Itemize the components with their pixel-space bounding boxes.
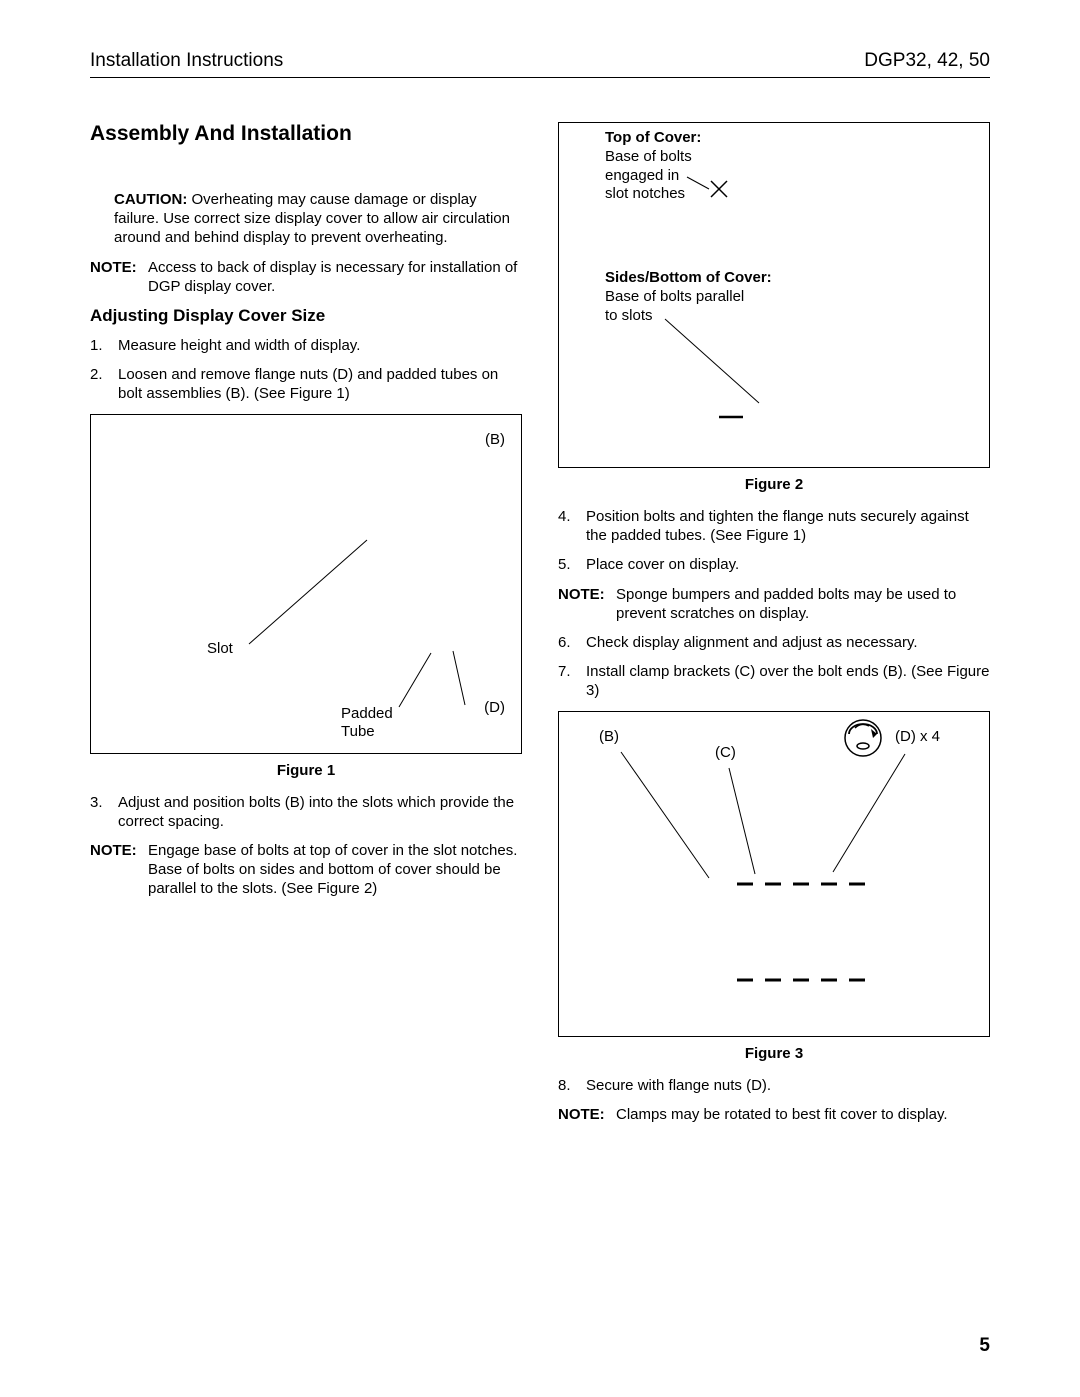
figure-3-caption: Figure 3 [558,1045,990,1062]
left-column: Assembly And Installation CAUTION: Overh… [90,122,522,1134]
note-label: NOTE: [558,1105,616,1124]
step-7: 7.Install clamp brackets (C) over the bo… [558,662,990,700]
fig1-label-D: (D) [484,699,505,716]
note-label: NOTE: [90,841,148,899]
note-1: NOTE: Access to back of display is neces… [90,258,522,296]
note-text: Engage base of bolts at top of cover in … [148,841,522,899]
step-4: 4.Position bolts and tighten the flange … [558,507,990,545]
fig1-svg [91,415,483,755]
step-6: 6.Check display alignment and adjust as … [558,633,990,652]
fig1-line-D [453,651,465,705]
note-text: Sponge bumpers and padded bolts may be u… [616,585,990,623]
fig3-line-C [729,768,755,874]
step-3: 3.Adjust and position bolts (B) into the… [90,793,522,831]
step-5: 5.Place cover on display. [558,555,990,574]
page-number: 5 [979,1335,990,1357]
sub-title: Adjusting Display Cover Size [90,306,522,326]
fig3-line-D [833,754,905,872]
step-2: 2.Loosen and remove flange nuts (D) and … [90,365,522,403]
note-4: NOTE: Clamps may be rotated to best fit … [558,1105,990,1124]
steps-a: 1.Measure height and width of display. 2… [90,336,522,404]
fig2-bottom-line [665,319,759,403]
note-label: NOTE: [558,585,616,623]
step-1: 1.Measure height and width of display. [90,336,522,355]
fig2-top-line [687,177,709,189]
header-left: Installation Instructions [90,50,283,72]
page-header: Installation Instructions DGP32, 42, 50 [90,50,990,78]
right-column: Top of Cover: Base of bolts engaged in s… [558,122,990,1134]
fig1-label-B: (B) [485,431,505,448]
figure-3-box: (B) (C) (D) x 4 [558,711,990,1037]
caution-label: CAUTION: [114,191,187,208]
fig1-line-padded [399,653,431,707]
figure-2-box: Top of Cover: Base of bolts engaged in s… [558,122,990,468]
steps-c: 4.Position bolts and tighten the flange … [558,507,990,575]
figure-1-box: (B) Slot Padded Tube (D) [90,414,522,754]
note-text: Access to back of display is necessary f… [148,258,522,296]
figure-1-caption: Figure 1 [90,762,522,779]
note-2: NOTE: Engage base of bolts at top of cov… [90,841,522,899]
fig1-line-slot [249,540,367,644]
fig2-x-mark [711,181,727,197]
steps-d: 6.Check display alignment and adjust as … [558,633,990,701]
fig2-svg [559,123,977,469]
fig3-line-B [621,752,709,878]
steps-b: 3.Adjust and position bolts (B) into the… [90,793,522,831]
caution-block: CAUTION: Overheating may cause damage or… [90,190,522,248]
note-text: Clamps may be rotated to best fit cover … [616,1105,990,1124]
fig3-svg [559,712,977,1038]
header-right: DGP32, 42, 50 [864,50,990,72]
steps-e: 8.Secure with flange nuts (D). [558,1076,990,1095]
figure-2-caption: Figure 2 [558,476,990,493]
section-title: Assembly And Installation [90,122,522,146]
note-label: NOTE: [90,258,148,296]
step-8: 8.Secure with flange nuts (D). [558,1076,990,1095]
rotation-icon [845,720,881,756]
note-3: NOTE: Sponge bumpers and padded bolts ma… [558,585,990,623]
